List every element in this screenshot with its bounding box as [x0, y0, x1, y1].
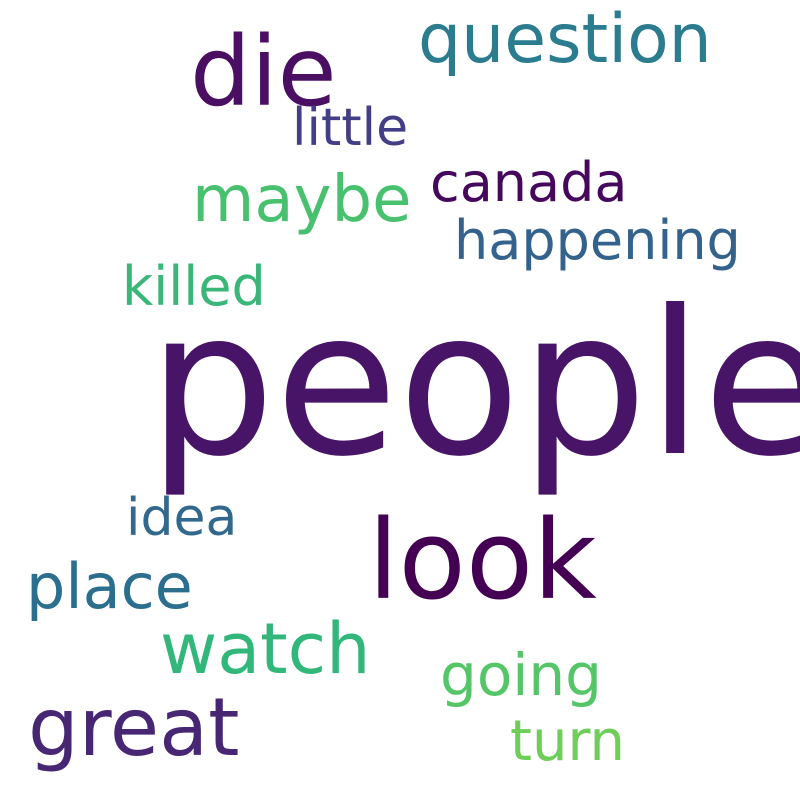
word-people: people [148, 268, 800, 501]
word-great: great [28, 681, 240, 774]
word-going: going [440, 641, 602, 709]
word-look: look [368, 496, 597, 624]
word-little: little [292, 98, 409, 158]
word-place: place [26, 550, 193, 623]
word-turn: turn [510, 709, 625, 774]
word-killed: killed [122, 255, 266, 318]
word-maybe: maybe [192, 163, 412, 237]
word-canada: canada [430, 151, 628, 214]
word-watch: watch [160, 608, 371, 690]
word-die: die [190, 16, 337, 128]
word-happening: happening [454, 209, 741, 272]
word-question: question [418, 0, 712, 79]
word-idea: idea [126, 488, 238, 548]
